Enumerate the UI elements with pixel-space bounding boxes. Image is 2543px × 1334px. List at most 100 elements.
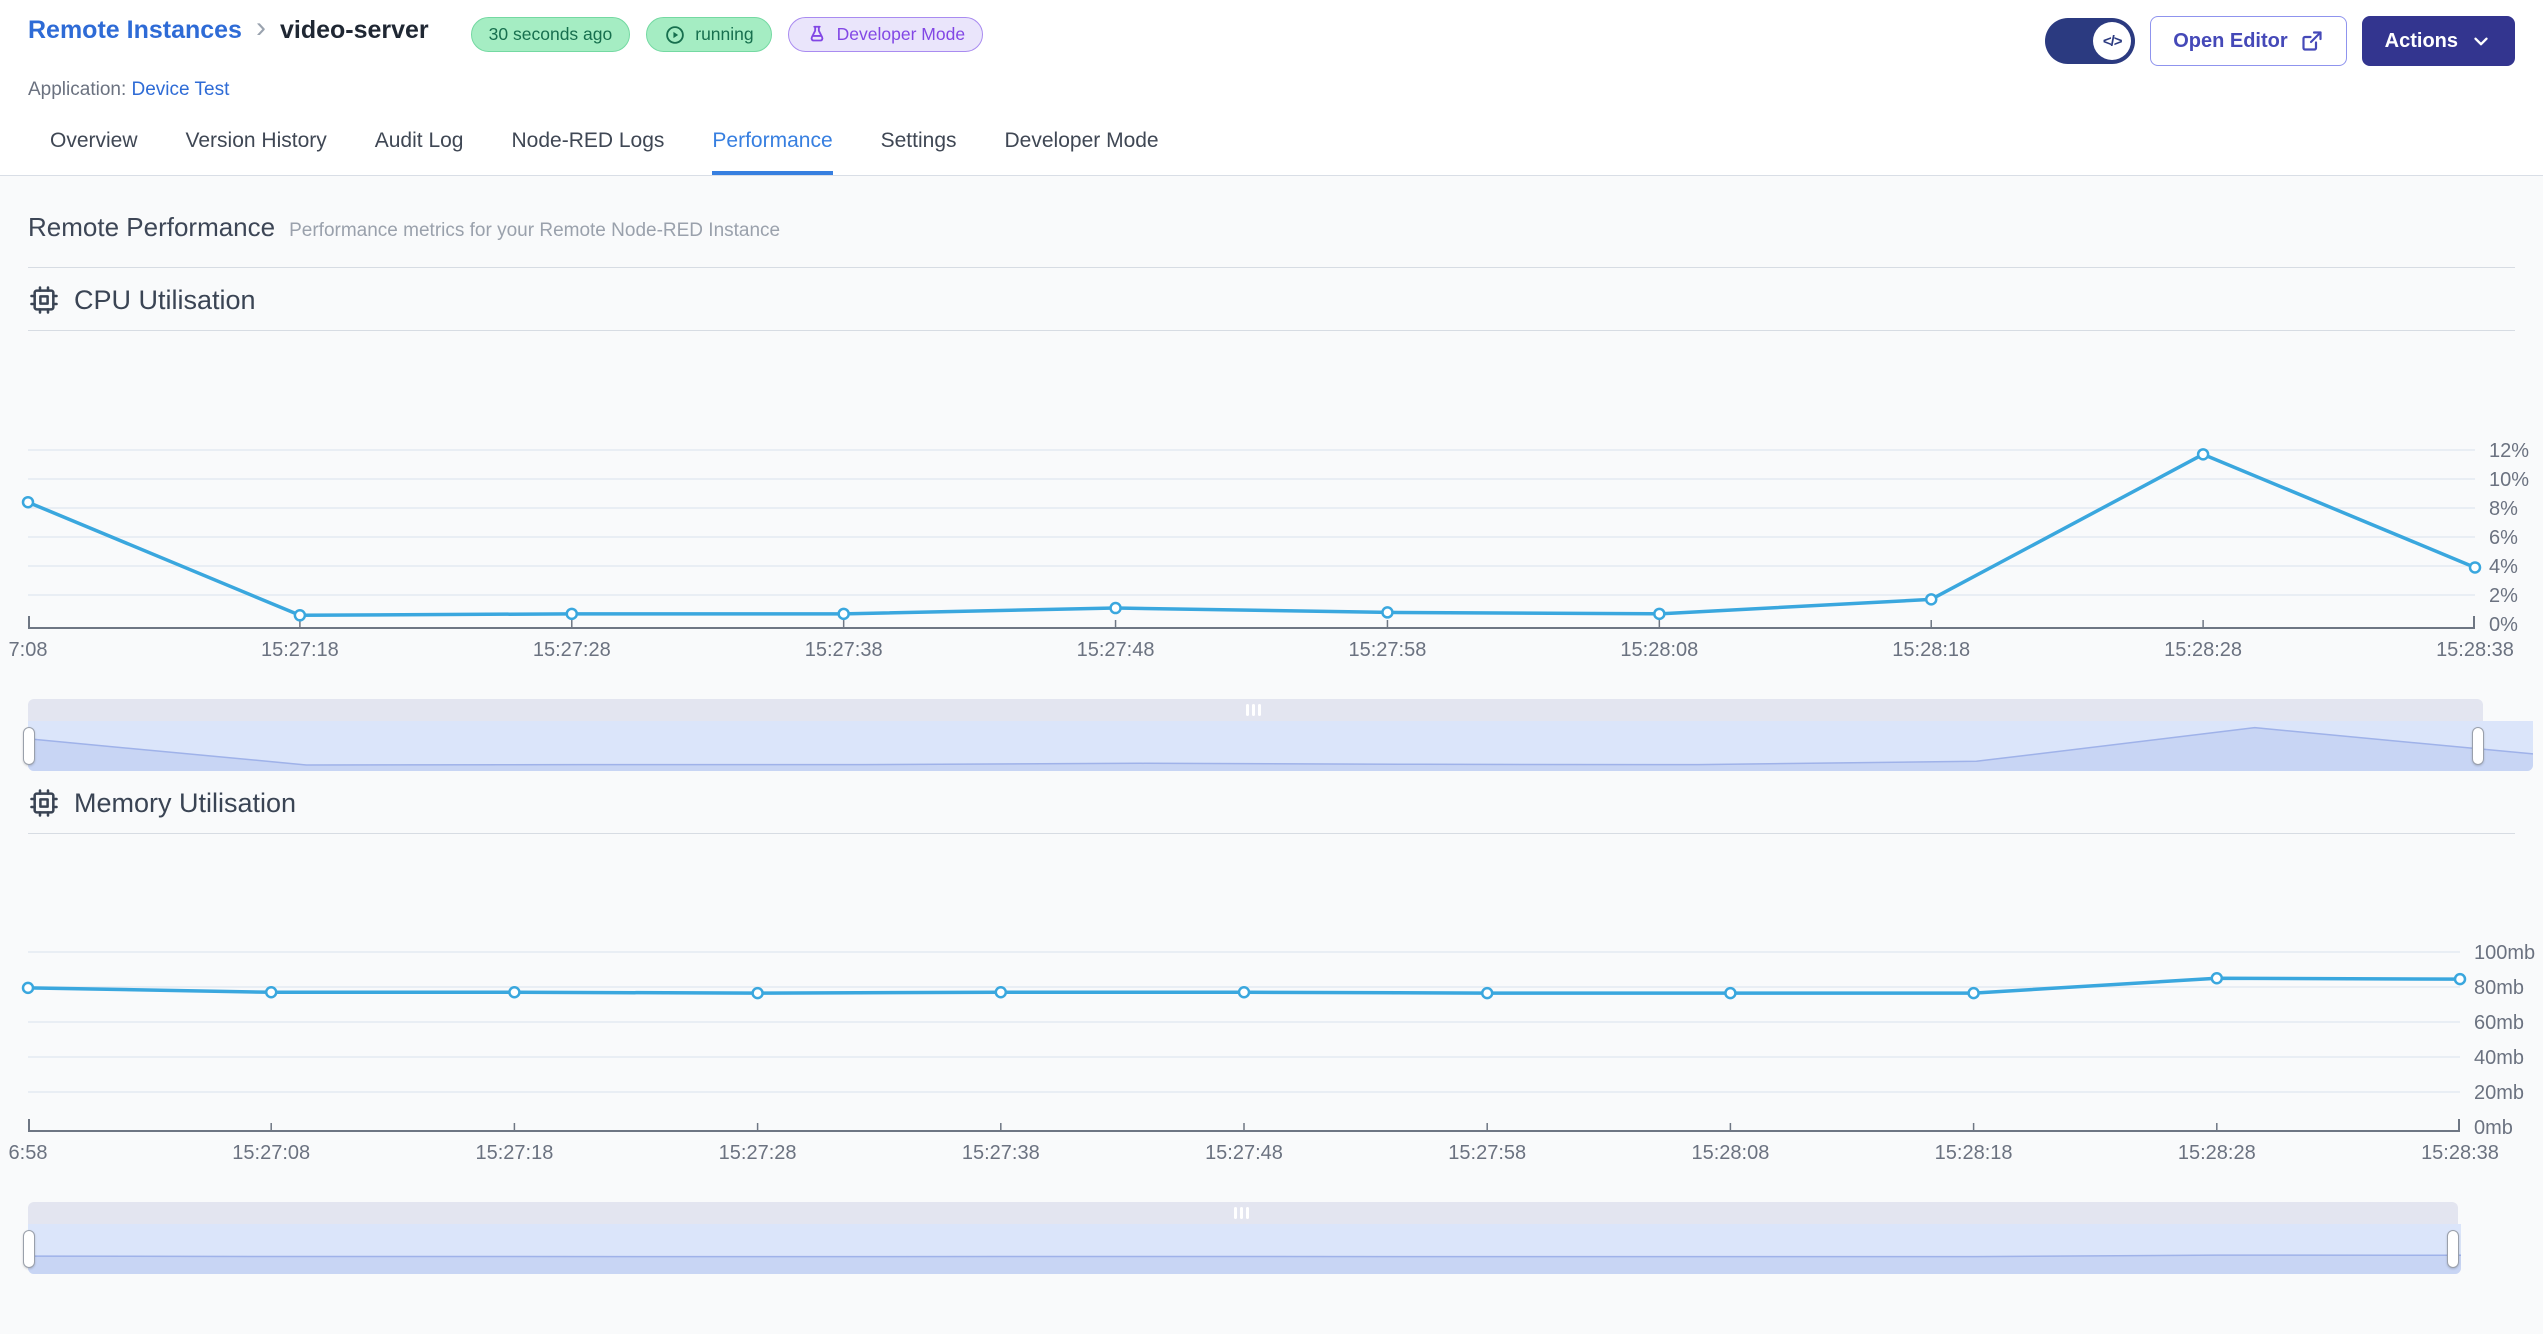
developer-mode-text: Developer Mode: [836, 24, 966, 44]
x-tick-label: 15:27:28: [533, 639, 611, 661]
application-link[interactable]: Device Test: [131, 79, 230, 100]
memory-chart-range-brush[interactable]: [23, 1202, 2461, 1274]
y-tick-label: 0mb: [2474, 1117, 2513, 1139]
memory-data-point: [264, 986, 278, 999]
brush-left-handle[interactable]: [23, 727, 35, 765]
cpu-section-header: CPU Utilisation: [28, 284, 2515, 331]
chevron-down-icon: [2474, 37, 2488, 46]
x-tick-label: 6:58: [9, 1142, 48, 1164]
developer-mode-badge: Developer Mode: [787, 17, 984, 52]
tab-version-history[interactable]: Version History: [185, 129, 327, 152]
memory-utilisation-chart: 0mb 20mb 40mb 60mb 80mb 100mb 6:58 15:27:08 15:2…: [9, 942, 2536, 1164]
external-link-icon: [2302, 31, 2322, 51]
brush-minimap: [28, 721, 2533, 771]
x-tick-label: 15:27:28: [719, 1142, 797, 1164]
cpu-data-point: [1381, 606, 1394, 619]
breadcrumb-separator-icon: ›: [255, 11, 266, 44]
y-tick-label: 0%: [2489, 614, 2518, 636]
cpu-data-point: [565, 607, 579, 621]
x-tick-label: 15:28:18: [1892, 639, 1970, 661]
y-tick-label: 20mb: [2474, 1082, 2524, 1104]
y-tick-label: 4%: [2489, 556, 2518, 578]
last-seen-badge: 30 seconds ago: [470, 17, 631, 52]
brush-left-handle[interactable]: [23, 1230, 35, 1268]
cpu-chart-range-brush[interactable]: [23, 699, 2533, 771]
cpu-mini-line: [28, 726, 2533, 766]
tab-bar: Overview Version History Audit Log Node-RED…: [0, 101, 2543, 176]
page-header: Remote Instances › video-server 30 secon…: [0, 0, 2543, 101]
application-label: Application:: [28, 79, 127, 100]
x-tick-label: 15:28:28: [2178, 1142, 2256, 1164]
page-title: Remote Performance: [28, 212, 276, 242]
brush-selection-strip[interactable]: [28, 699, 2483, 721]
cpu-section-title: CPU Utilisation: [74, 284, 256, 315]
tab-overview[interactable]: Overview: [50, 129, 138, 152]
memory-mini-area: [28, 1255, 2461, 1274]
y-tick-label: 40mb: [2474, 1047, 2524, 1069]
application-line: Application: Device Test: [28, 79, 2515, 101]
brush-grip-icon[interactable]: [1246, 704, 1261, 716]
memory-data-point: [1480, 986, 1494, 1000]
x-tick-label: 15:27:58: [1349, 639, 1427, 661]
memory-data-point: [1724, 986, 1737, 1000]
tab-performance[interactable]: Performance: [712, 129, 833, 175]
last-seen-text: 30 seconds ago: [488, 24, 613, 44]
memory-data-point: [994, 986, 1008, 999]
x-tick-label: 15:27:18: [475, 1142, 553, 1164]
y-tick-label: 12%: [2489, 440, 2529, 462]
cpu-data-point: [2468, 561, 2482, 574]
brush-selection-strip[interactable]: [28, 1202, 2458, 1224]
tab-node-red-logs[interactable]: Node-RED Logs: [511, 129, 665, 152]
memory-data-point: [2210, 972, 2224, 985]
cpu-data-point: [1924, 593, 1938, 606]
play-circle-icon: [666, 25, 685, 44]
memory-data-point: [1967, 986, 1980, 1000]
memory-data-point: [2453, 972, 2467, 986]
y-tick-label: 80mb: [2474, 977, 2524, 999]
cpu-mini-area: [28, 727, 2533, 771]
brush-grip-icon[interactable]: [1233, 1207, 1249, 1219]
memory-data-point: [751, 986, 764, 1000]
memory-data-point: [21, 981, 35, 995]
actions-label: Actions: [2384, 29, 2458, 52]
memory-chip-icon: [30, 789, 58, 817]
memory-data-point: [508, 986, 521, 999]
x-tick-label: 15:28:18: [1935, 1142, 2013, 1164]
memory-mini-line: [28, 1254, 2461, 1258]
y-tick-label: 60mb: [2474, 1012, 2524, 1034]
open-editor-label: Open Editor: [2173, 29, 2288, 52]
x-tick-label: 15:28:38: [2436, 639, 2514, 661]
x-tick-label: 15:27:18: [261, 639, 339, 661]
brush-minimap: [28, 1224, 2461, 1274]
instance-name: video-server: [279, 16, 429, 44]
brush-right-handle[interactable]: [2447, 1230, 2459, 1268]
tab-settings[interactable]: Settings: [880, 129, 957, 152]
cpu-data-point: [21, 495, 35, 509]
y-tick-label: 10%: [2489, 469, 2529, 491]
tab-developer-mode[interactable]: Developer Mode: [1004, 129, 1159, 152]
cpu-data-point: [293, 609, 307, 622]
y-tick-label: 8%: [2489, 498, 2518, 520]
x-tick-label: 15:28:38: [2421, 1142, 2499, 1164]
page-subtitle: Performance metrics for your Remote Node…: [289, 220, 781, 241]
brush-right-handle[interactable]: [2472, 727, 2484, 765]
x-tick-label: 15:28:28: [2164, 639, 2242, 661]
x-tick-label: 15:28:08: [1620, 639, 1698, 661]
actions-button[interactable]: Actions: [2361, 16, 2515, 66]
breadcrumb-remote-instances-link[interactable]: Remote Instances: [28, 16, 242, 44]
developer-mode-toggle[interactable]: </>: [2045, 18, 2136, 64]
open-editor-button[interactable]: Open Editor: [2150, 16, 2347, 66]
memory-section-title: Memory Utilisation: [74, 787, 297, 818]
breadcrumb: Remote Instances › video-server: [28, 11, 429, 45]
tab-audit-log[interactable]: Audit Log: [374, 129, 464, 152]
x-tick-label: 15:27:48: [1205, 1142, 1283, 1164]
y-tick-label: 100mb: [2474, 942, 2535, 964]
x-tick-label: 7:08: [9, 639, 48, 661]
memory-data-point: [1237, 986, 1251, 999]
cpu-utilisation-chart: 0% 2% 4% 6% 8% 10% 12% 7:08 15:27:18 15:27:28 15:2…: [9, 440, 2530, 661]
cpu-data-point: [1109, 601, 1122, 615]
x-tick-label: 15:27:58: [1448, 1142, 1526, 1164]
cpu-data-point: [2196, 448, 2210, 461]
cpu-chip-icon: [30, 286, 58, 314]
x-tick-label: 15:27:38: [805, 639, 883, 661]
